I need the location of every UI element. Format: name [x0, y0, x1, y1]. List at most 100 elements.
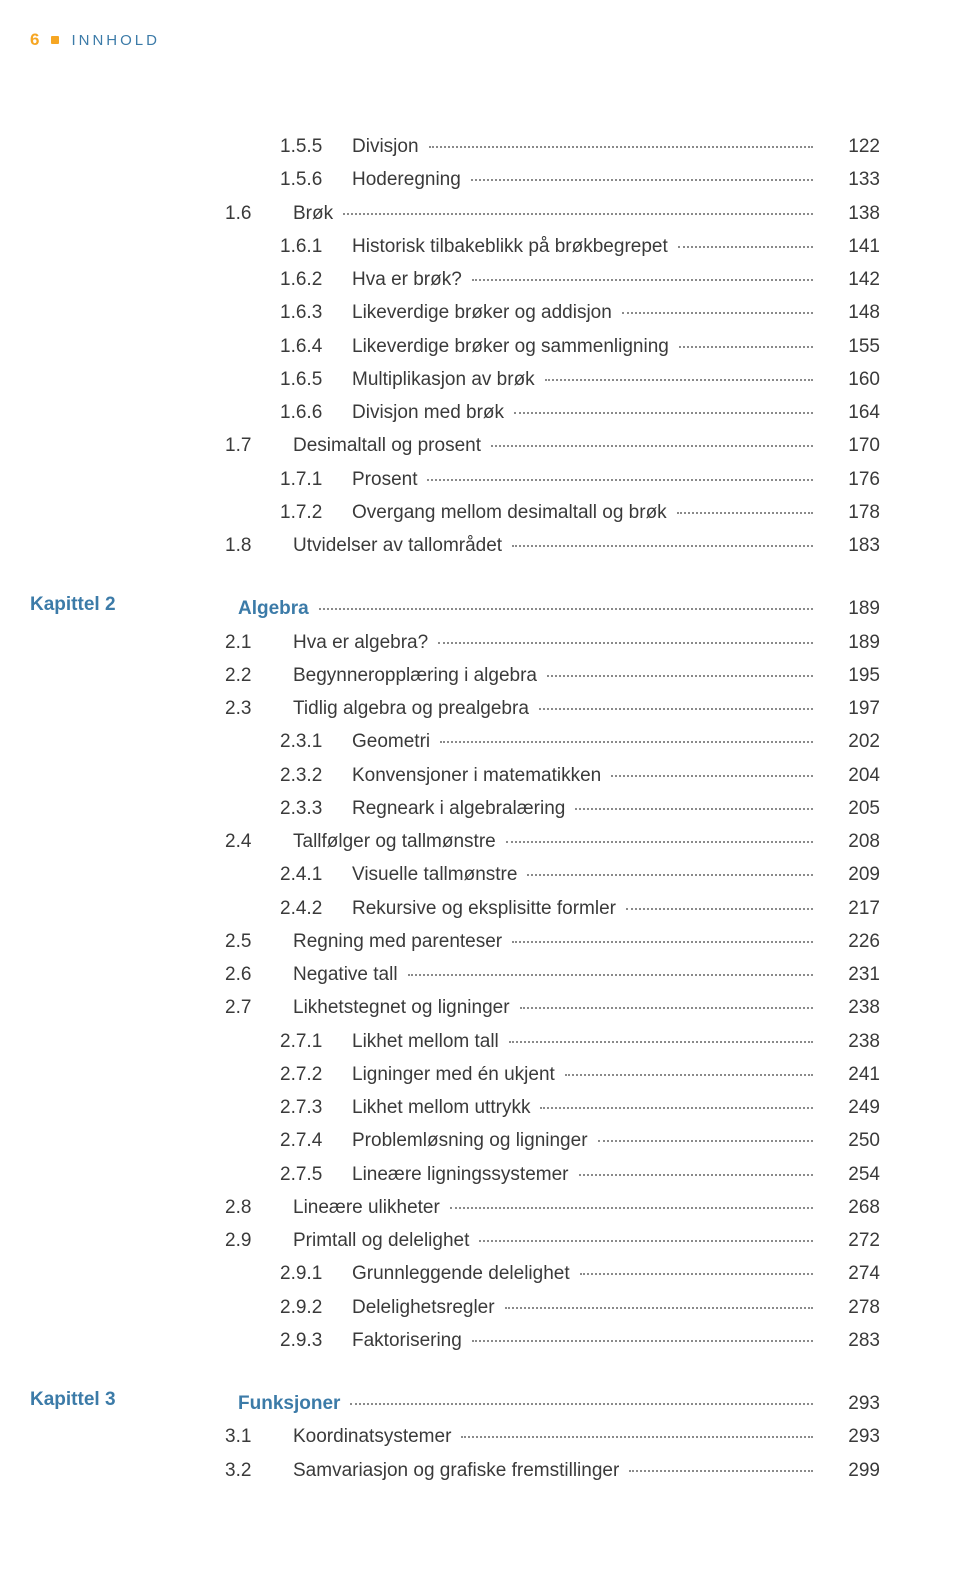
toc-title-cell: Hva er algebra?: [293, 626, 817, 659]
toc-row: 2.9.3Faktorisering283: [170, 1324, 880, 1357]
toc-number: 1.6.5: [280, 363, 352, 396]
toc-title: Utvidelser av tallområdet: [293, 529, 508, 562]
toc-title: Brøk: [293, 197, 339, 230]
toc-title-cell: Rekursive og eksplisitte formler: [352, 892, 817, 925]
toc-title-cell: Utvidelser av tallområdet: [293, 529, 817, 562]
toc-row: 2.5Regning med parenteser226: [170, 925, 880, 958]
toc-page-number: 209: [817, 858, 880, 891]
toc-row: 1.7Desimaltall og prosent170: [170, 429, 880, 462]
toc-number: 2.7: [225, 991, 293, 1024]
toc-page-number: 238: [817, 1025, 880, 1058]
chapter-label: Kapittel 2: [30, 594, 116, 616]
toc-row: 1.6Brøk138: [170, 197, 880, 230]
toc-title-cell: Hoderegning: [352, 163, 817, 196]
toc-row: 1.7.1Prosent176: [170, 463, 880, 496]
toc-title: Multiplikasjon av brøk: [352, 363, 541, 396]
dot-leader: [539, 708, 813, 710]
toc-row: 2.3.2Konvensjoner i matematikken204: [170, 759, 880, 792]
dot-leader: [565, 1074, 813, 1076]
dot-leader: [343, 213, 813, 215]
toc-number: 2.9.1: [280, 1257, 352, 1290]
toc-page-number: 238: [817, 991, 880, 1024]
toc-title-cell: Likhetstegnet og ligninger: [293, 991, 817, 1024]
toc-title-cell: Lineære ulikheter: [293, 1191, 817, 1224]
dot-leader: [677, 512, 813, 514]
toc-page-number: 293: [817, 1420, 880, 1453]
toc-number: 1.6.6: [280, 396, 352, 429]
toc-title: Funksjoner: [238, 1387, 346, 1420]
toc-number: 2.7.4: [280, 1124, 352, 1157]
toc-title-cell: Divisjon: [352, 130, 817, 163]
toc-title-cell: Delelighetsregler: [352, 1291, 817, 1324]
dot-leader: [427, 479, 813, 481]
toc-title-cell: Tallfølger og tallmønstre: [293, 825, 817, 858]
toc-title: Likeverdige brøker og addisjon: [352, 296, 618, 329]
toc-title-cell: Desimaltall og prosent: [293, 429, 817, 462]
header-page-number: 6: [30, 30, 39, 50]
toc-title-cell: Koordinatsystemer: [293, 1420, 817, 1453]
toc-row: 2.7.1Likhet mellom tall238: [170, 1025, 880, 1058]
dot-leader: [471, 179, 813, 181]
toc-title-cell: Regning med parenteser: [293, 925, 817, 958]
toc-page-number: 178: [817, 496, 880, 529]
toc-title-cell: Divisjon med brøk: [352, 396, 817, 429]
toc-title: Desimaltall og prosent: [293, 429, 487, 462]
toc-row: 3.1Koordinatsystemer293: [170, 1420, 880, 1453]
toc-title-cell: Historisk tilbakeblikk på brøkbegrepet: [352, 230, 817, 263]
toc-title: Algebra: [238, 592, 315, 625]
dot-leader: [512, 941, 813, 943]
toc-title: Overgang mellom desimaltall og brøk: [352, 496, 673, 529]
dot-leader: [622, 312, 813, 314]
toc-row: 1.6.6Divisjon med brøk164: [170, 396, 880, 429]
toc-title-cell: Likeverdige brøker og addisjon: [352, 296, 817, 329]
toc-page-number: 299: [817, 1454, 880, 1487]
toc-page-number: 274: [817, 1257, 880, 1290]
toc-title: Hva er algebra?: [293, 626, 434, 659]
toc-page-number: 278: [817, 1291, 880, 1324]
toc-number: 2.7.2: [280, 1058, 352, 1091]
toc-page-number: 197: [817, 692, 880, 725]
toc-number: 2.2: [225, 659, 293, 692]
dot-leader: [598, 1140, 813, 1142]
toc-title-cell: Regneark i algebralæring: [352, 792, 817, 825]
toc-title: Koordinatsystemer: [293, 1420, 457, 1453]
dot-leader: [505, 1307, 813, 1309]
toc-title: Ligninger med én ukjent: [352, 1058, 561, 1091]
toc-title: Konvensjoner i matematikken: [352, 759, 607, 792]
toc-title-cell: Likeverdige brøker og sammenligning: [352, 330, 817, 363]
dot-leader: [678, 246, 813, 248]
dot-leader: [629, 1470, 813, 1472]
toc-number: 1.7.1: [280, 463, 352, 496]
toc-page-number: 268: [817, 1191, 880, 1224]
dot-leader: [514, 412, 813, 414]
dot-leader: [319, 608, 813, 610]
toc-title: Delelighetsregler: [352, 1291, 501, 1324]
toc-page-number: 138: [817, 197, 880, 230]
toc-row: 1.6.1Historisk tilbakeblikk på brøkbegre…: [170, 230, 880, 263]
toc-row: 2.4Tallfølger og tallmønstre208: [170, 825, 880, 858]
toc-number: 2.9: [225, 1224, 293, 1257]
toc-page-number: 241: [817, 1058, 880, 1091]
chapter-block: Kapittel 2Algebra1892.1Hva er algebra?18…: [170, 592, 880, 1357]
toc-row: 2.3Tidlig algebra og prealgebra197: [170, 692, 880, 725]
toc-page-number: 189: [817, 592, 880, 625]
toc-title-cell: Multiplikasjon av brøk: [352, 363, 817, 396]
toc-title-cell: Samvariasjon og grafiske fremstillinger: [293, 1454, 817, 1487]
toc-title: Begynneropplæring i algebra: [293, 659, 543, 692]
toc-title-cell: Negative tall: [293, 958, 817, 991]
toc-page-number: 217: [817, 892, 880, 925]
toc-number: 2.9.2: [280, 1291, 352, 1324]
toc-title-cell: Faktorisering: [352, 1324, 817, 1357]
toc-page-number: 249: [817, 1091, 880, 1124]
dot-leader: [575, 808, 813, 810]
toc-title-cell: Likhet mellom uttrykk: [352, 1091, 817, 1124]
toc-page-number: 170: [817, 429, 880, 462]
toc-number: 2.4: [225, 825, 293, 858]
toc-number: 1.6.3: [280, 296, 352, 329]
toc-title-cell: Brøk: [293, 197, 817, 230]
toc-title-cell: Grunnleggende delelighet: [352, 1257, 817, 1290]
toc-title-cell: Begynneropplæring i algebra: [293, 659, 817, 692]
toc-page-number: 226: [817, 925, 880, 958]
toc-page-number: 202: [817, 725, 880, 758]
toc-number: 2.7.5: [280, 1158, 352, 1191]
